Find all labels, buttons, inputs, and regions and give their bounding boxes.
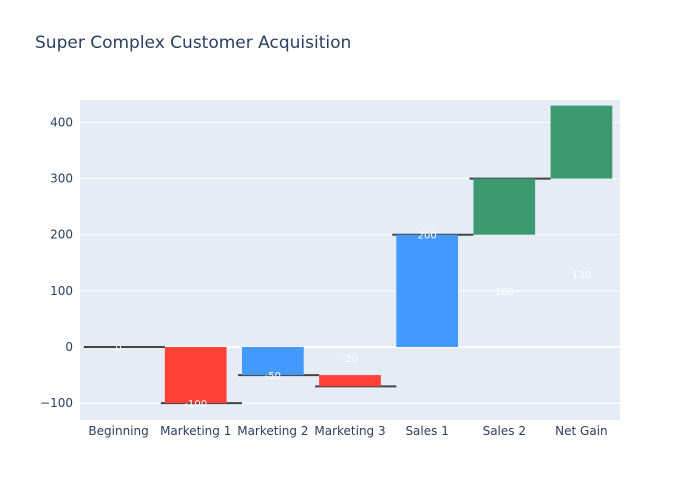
- data-label: 200: [418, 231, 437, 242]
- x-tick-label: Marketing 1: [160, 424, 231, 438]
- waterfall-bar: [396, 235, 458, 347]
- x-tick-layer: Beginning Marketing 1 Marketing 2 Marketing…: [88, 424, 607, 438]
- x-tick-label: Sales 1: [405, 424, 448, 438]
- data-label: -50: [265, 371, 281, 382]
- y-tick-label: −100: [40, 396, 73, 410]
- x-tick-label: Net Gain: [555, 424, 607, 438]
- x-tick-label: Marketing 2: [237, 424, 308, 438]
- waterfall-bar: [473, 179, 535, 235]
- y-tick-label: 0: [65, 340, 73, 354]
- data-label: -20: [342, 354, 358, 365]
- waterfall-bar: [165, 347, 227, 403]
- data-label: 100: [495, 287, 514, 298]
- data-label: 0: [115, 343, 121, 354]
- y-tick-label: 400: [50, 115, 73, 129]
- data-label: -100: [184, 399, 207, 410]
- x-tick-label: Beginning: [88, 424, 148, 438]
- x-tick-label: Marketing 3: [314, 424, 385, 438]
- chart-title: Super Complex Customer Acquisition: [35, 33, 351, 53]
- x-tick-label: Sales 2: [483, 424, 526, 438]
- waterfall-bar: [551, 106, 613, 179]
- waterfall-bar: [319, 375, 381, 386]
- y-tick-label: 200: [50, 228, 73, 242]
- plot-background: [80, 100, 620, 420]
- y-tick-layer: −100 0 100 200 300 400: [40, 115, 73, 410]
- y-tick-label: 100: [50, 284, 73, 298]
- y-tick-label: 300: [50, 172, 73, 186]
- data-label: 130: [572, 270, 591, 281]
